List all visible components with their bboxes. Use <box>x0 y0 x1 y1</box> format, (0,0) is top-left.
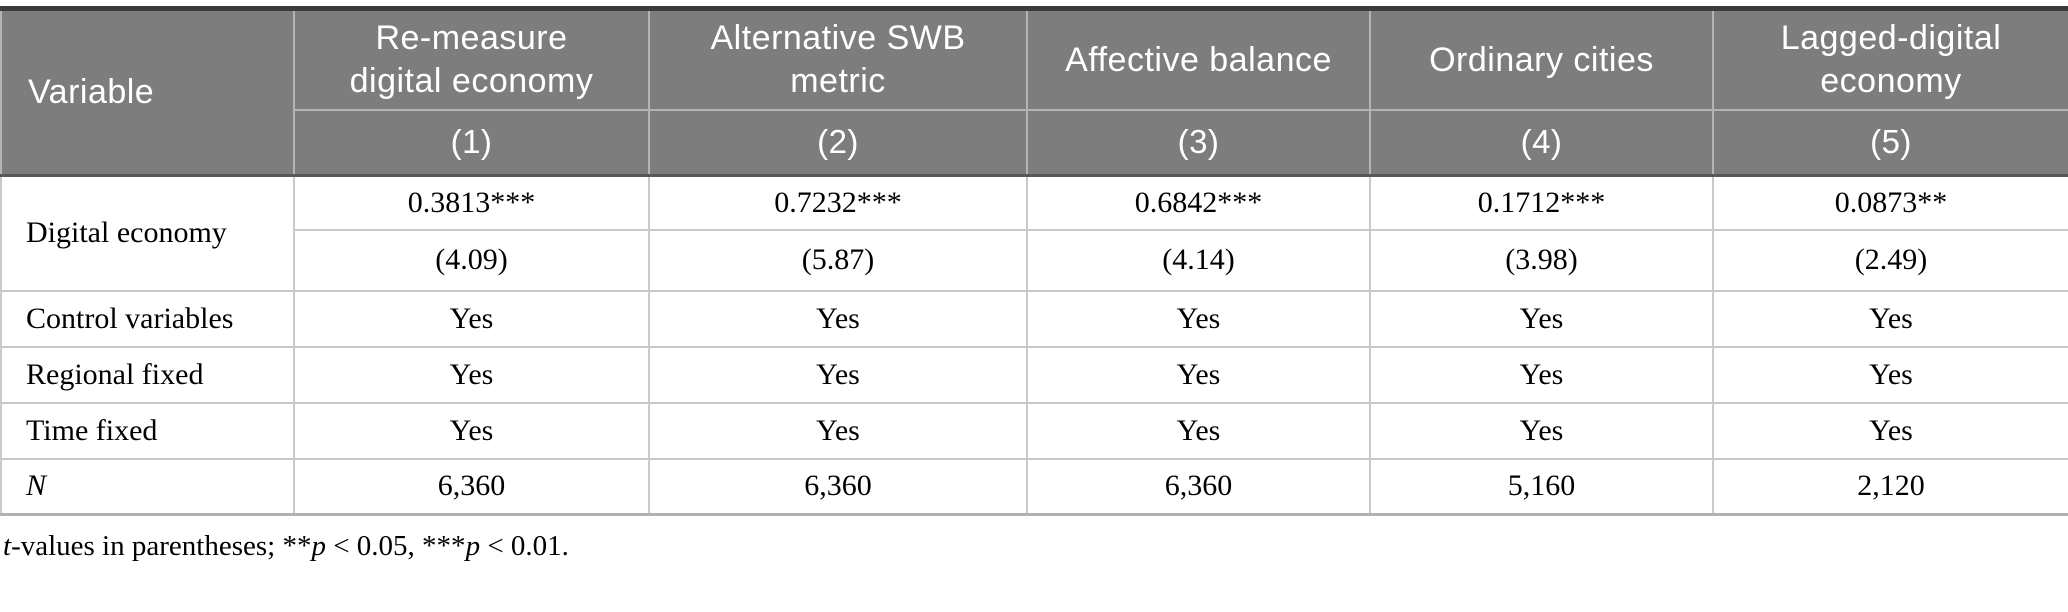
n-cell: 6,360 <box>1026 457 1371 516</box>
robustness-results-table: Variable Re-measure digital economy Alte… <box>0 6 2068 516</box>
table-footnote: t-values in parentheses; **p < 0.05, ***… <box>0 530 2068 563</box>
yes-cell: Yes <box>293 345 650 404</box>
column-number-2: (2) <box>648 109 1028 177</box>
column-title-line: economy <box>1820 61 1962 100</box>
yes-cell: Yes <box>1026 345 1371 404</box>
yes-cell: Yes <box>1026 289 1371 348</box>
footnote-italic-t: t <box>3 530 12 562</box>
column-header-4: Ordinary cities <box>1369 8 1714 111</box>
column-title-line: Re-measure <box>375 19 568 58</box>
t-value-cell: (2.49) <box>1712 228 2068 292</box>
column-number-3: (3) <box>1026 109 1371 177</box>
table-body: Digital economy 0.3813*** 0.7232*** 0.68… <box>0 174 2068 516</box>
coefficient-cell: 0.3813*** <box>293 174 650 231</box>
column-number-4: (4) <box>1369 109 1714 177</box>
yes-cell: Yes <box>1026 401 1371 460</box>
column-header-3: Affective balance <box>1026 8 1371 111</box>
column-number-5: (5) <box>1712 109 2068 177</box>
footnote-italic-p: p <box>311 530 326 562</box>
header-title-row: Variable Re-measure digital economy Alte… <box>0 8 2068 177</box>
column-header-2: Alternative SWB metric <box>648 8 1028 111</box>
footnote-text: < 0.01. <box>480 530 569 562</box>
n-cell: 5,160 <box>1369 457 1714 516</box>
n-cell: 6,360 <box>293 457 650 516</box>
n-cell: 2,120 <box>1712 457 2068 516</box>
table-row-control-variables: Control variables Yes Yes Yes Yes Yes <box>0 289 2068 348</box>
yes-cell: Yes <box>648 289 1028 348</box>
coefficient-cell: 0.1712*** <box>1369 174 1714 231</box>
row-label-regional-fixed: Regional fixed <box>0 345 295 404</box>
table-row-digital-economy-tvalues: (4.09) (5.87) (4.14) (3.98) (2.49) <box>1 228 2068 292</box>
row-label-n: N <box>0 457 295 516</box>
yes-cell: Yes <box>293 289 650 348</box>
footnote-text: -values in parentheses; ** <box>11 530 312 562</box>
table-row-time-fixed: Time fixed Yes Yes Yes Yes Yes <box>0 401 2068 460</box>
footnote-italic-p: p <box>465 530 481 562</box>
column-title-line: Lagged-digital <box>1780 19 2002 58</box>
t-value-cell: (4.09) <box>293 228 650 292</box>
column-title-line: Alternative SWB <box>710 19 966 58</box>
table-header: Variable Re-measure digital economy Alte… <box>0 8 2068 177</box>
yes-cell: Yes <box>1712 401 2068 460</box>
table-row-digital-economy-coefficients: Digital economy 0.3813*** 0.7232*** 0.68… <box>0 174 2068 292</box>
t-value-cell: (5.87) <box>648 228 1028 292</box>
t-value-cell: (4.14) <box>1026 228 1371 292</box>
coefficient-cell: 0.0873** <box>1712 174 2068 231</box>
column-title-line: Affective balance <box>1065 40 1332 79</box>
footnote-text: < 0.05, *** <box>325 530 466 562</box>
column-title-line: Ordinary cities <box>1429 40 1654 79</box>
yes-cell: Yes <box>1369 345 1714 404</box>
yes-cell: Yes <box>293 401 650 460</box>
table-row-observations: N 6,360 6,360 6,360 5,160 2,120 <box>0 457 2068 516</box>
coefficient-cell: 0.6842*** <box>1026 174 1371 231</box>
yes-cell: Yes <box>648 401 1028 460</box>
yes-cell: Yes <box>1369 289 1714 348</box>
row-label-digital-economy: Digital economy <box>0 174 295 292</box>
coefficient-cell: 0.7232*** <box>648 174 1028 231</box>
column-header-1: Re-measure digital economy <box>293 8 650 111</box>
column-number-1: (1) <box>293 109 650 177</box>
yes-cell: Yes <box>1369 401 1714 460</box>
row-label-time-fixed: Time fixed <box>0 401 295 460</box>
yes-cell: Yes <box>1712 289 2068 348</box>
yes-cell: Yes <box>648 345 1028 404</box>
t-value-cell: (3.98) <box>1369 228 1714 292</box>
column-title-line: metric <box>790 61 886 100</box>
row-label-control-variables: Control variables <box>0 289 295 348</box>
header-cell-variable: Variable <box>0 8 295 177</box>
header-number-row: (1) (2) (3) (4) (5) <box>1 109 2068 177</box>
table-row-regional-fixed: Regional fixed Yes Yes Yes Yes Yes <box>0 345 2068 404</box>
column-title-line: digital economy <box>349 61 594 100</box>
n-cell: 6,360 <box>648 457 1028 516</box>
yes-cell: Yes <box>1712 345 2068 404</box>
column-header-5: Lagged-digital economy <box>1712 8 2068 111</box>
